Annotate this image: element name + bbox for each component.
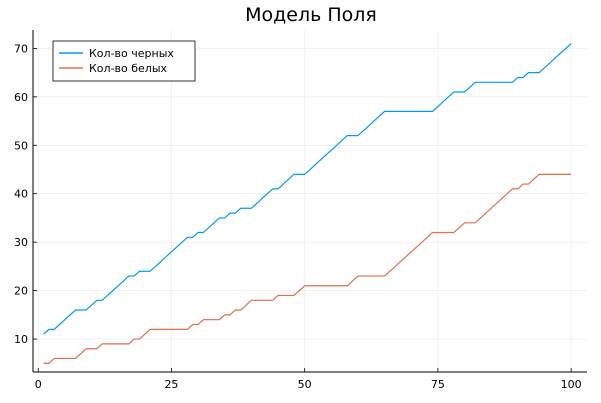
series-layer: [43, 43, 572, 364]
y-tick-label: 10: [14, 333, 28, 346]
axis-layer: 0 25 50 75 100 10 20 30 40 50 60 70: [14, 30, 587, 391]
x-tick-label: 75: [431, 378, 445, 391]
y-tick-label: 60: [14, 91, 28, 104]
x-tick-label: 0: [35, 378, 42, 391]
y-tick-label: 30: [14, 236, 28, 249]
y-tick-label: 40: [14, 188, 28, 201]
x-tick-label: 50: [298, 378, 312, 391]
y-tick-label: 70: [14, 42, 28, 55]
x-tick-label: 25: [164, 378, 178, 391]
chart-title: Модель Поля: [245, 4, 377, 26]
y-tick-label: 20: [14, 285, 28, 298]
legend: Кол-во черных Кол-во белых: [52, 40, 196, 82]
legend-label-1: Кол-во черных: [89, 47, 174, 60]
y-tick-label: 50: [14, 139, 28, 152]
legend-label-2: Кол-во белых: [89, 62, 168, 75]
series-line-1: [43, 43, 572, 335]
x-tick-label: 100: [561, 378, 582, 391]
legend-box: [52, 40, 196, 82]
series-line-2: [43, 173, 572, 364]
